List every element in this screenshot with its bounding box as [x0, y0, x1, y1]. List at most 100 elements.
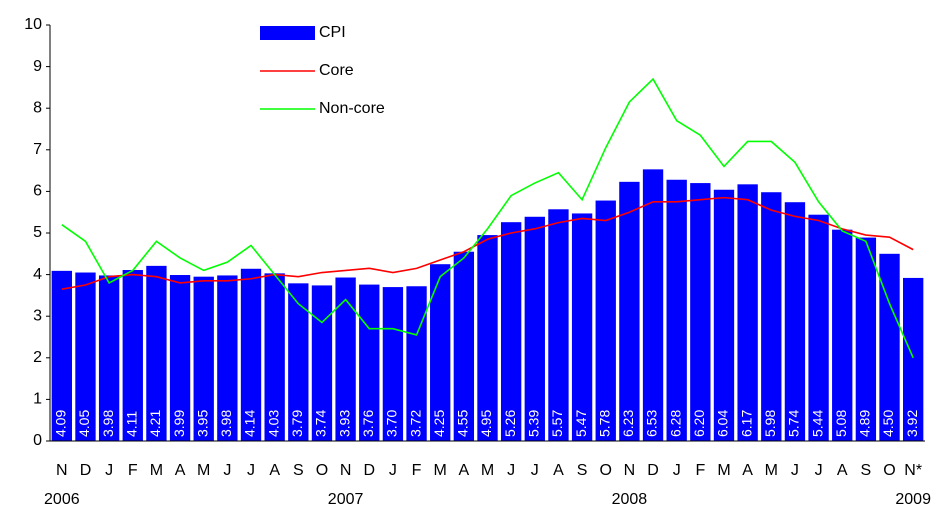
value-label: 4.05 [76, 410, 92, 437]
bar [784, 202, 806, 441]
y-tick-label: 7 [33, 141, 42, 158]
bar [855, 237, 877, 441]
x-tick-label: M [717, 462, 730, 479]
bar [879, 253, 900, 441]
x-tick-label: N* [904, 462, 922, 479]
bar [98, 275, 120, 441]
year-label: 2006 [44, 491, 80, 508]
value-label: 4.21 [147, 410, 163, 437]
value-label: 4.09 [53, 410, 69, 437]
value-label: 6.20 [691, 410, 707, 437]
bar [406, 286, 427, 441]
x-tick-label: M [197, 462, 210, 479]
x-tick-label: M [150, 462, 163, 479]
value-label: 4.11 [123, 411, 139, 437]
value-label: 5.57 [549, 410, 565, 437]
y-tick-label: 10 [24, 16, 42, 33]
x-tick-label: S [293, 462, 304, 479]
value-label: 3.95 [194, 410, 210, 437]
bar [122, 270, 143, 441]
value-label: 3.98 [100, 410, 116, 437]
value-label: 5.74 [786, 410, 802, 437]
y-tick-label: 2 [33, 349, 42, 366]
value-label: 3.74 [313, 410, 329, 437]
x-tick-label: J [105, 462, 113, 479]
bar [311, 285, 333, 441]
x-tick-label: J [815, 462, 823, 479]
x-tick-label: J [223, 462, 231, 479]
value-label: 6.53 [644, 410, 660, 437]
x-tick-label: F [128, 462, 138, 479]
value-label: 5.78 [596, 410, 612, 437]
bar [264, 273, 285, 441]
bar [713, 189, 735, 441]
year-label: 2007 [328, 491, 364, 508]
value-label: 6.17 [738, 410, 754, 437]
bar [382, 287, 404, 441]
x-tick-label: S [577, 462, 588, 479]
value-label: 4.89 [857, 410, 873, 437]
y-tick-label: 1 [33, 391, 42, 408]
value-label: 3.98 [218, 410, 234, 437]
bar [524, 216, 545, 441]
value-label: 3.70 [384, 410, 400, 437]
bar [571, 213, 593, 441]
y-tick-label: 8 [33, 99, 42, 116]
value-label: 4.25 [431, 410, 447, 437]
x-tick-label: J [791, 462, 799, 479]
legend-label: Non-core [319, 100, 385, 117]
value-label: 3.76 [360, 410, 376, 437]
year-label: 2008 [612, 491, 648, 508]
x-tick-label: J [389, 462, 397, 479]
x-tick-label: J [507, 462, 515, 479]
x-tick-label: N [56, 462, 68, 479]
x-tick-label: A [553, 462, 564, 479]
x-tick-label: N [340, 462, 352, 479]
y-tick-label: 0 [33, 432, 42, 449]
x-tick-label: F [695, 462, 705, 479]
x-tick-label: O [883, 462, 895, 479]
value-label: 4.95 [478, 410, 494, 437]
bar [240, 268, 262, 441]
bar [51, 270, 72, 441]
value-label: 5.44 [809, 410, 825, 437]
bar [595, 200, 616, 441]
y-tick-label: 6 [33, 183, 42, 200]
value-label: 5.98 [762, 410, 778, 437]
x-tick-label: D [363, 462, 375, 479]
value-label: 3.79 [289, 410, 305, 437]
y-tick-label: 5 [33, 224, 42, 241]
value-label: 3.93 [336, 410, 352, 437]
bar [75, 272, 96, 441]
bar [477, 235, 498, 441]
value-label: 3.99 [171, 410, 187, 437]
bar [193, 276, 214, 441]
bar [690, 183, 711, 441]
legend-label: CPI [319, 24, 346, 41]
bar [808, 214, 829, 441]
x-tick-label: A [837, 462, 848, 479]
x-tick-label: S [861, 462, 872, 479]
bar [666, 179, 687, 441]
x-tick-label: A [175, 462, 186, 479]
value-label: 4.55 [455, 410, 471, 437]
x-tick-label: D [80, 462, 92, 479]
bar [453, 251, 475, 441]
value-label: 4.03 [265, 410, 281, 437]
bar [619, 181, 640, 441]
value-label: 4.50 [880, 410, 896, 437]
value-label: 5.26 [502, 410, 518, 437]
value-label: 5.39 [526, 410, 542, 437]
x-tick-label: M [765, 462, 778, 479]
bar [903, 277, 924, 441]
y-tick-label: 3 [33, 307, 42, 324]
bar [500, 222, 522, 441]
value-label: 6.04 [715, 410, 731, 437]
value-label: 6.23 [620, 410, 636, 437]
x-tick-label: M [481, 462, 494, 479]
value-label: 5.08 [833, 410, 849, 437]
bar [737, 184, 758, 441]
bar [548, 209, 569, 441]
x-tick-label: O [600, 462, 612, 479]
value-label: 3.72 [407, 410, 423, 437]
